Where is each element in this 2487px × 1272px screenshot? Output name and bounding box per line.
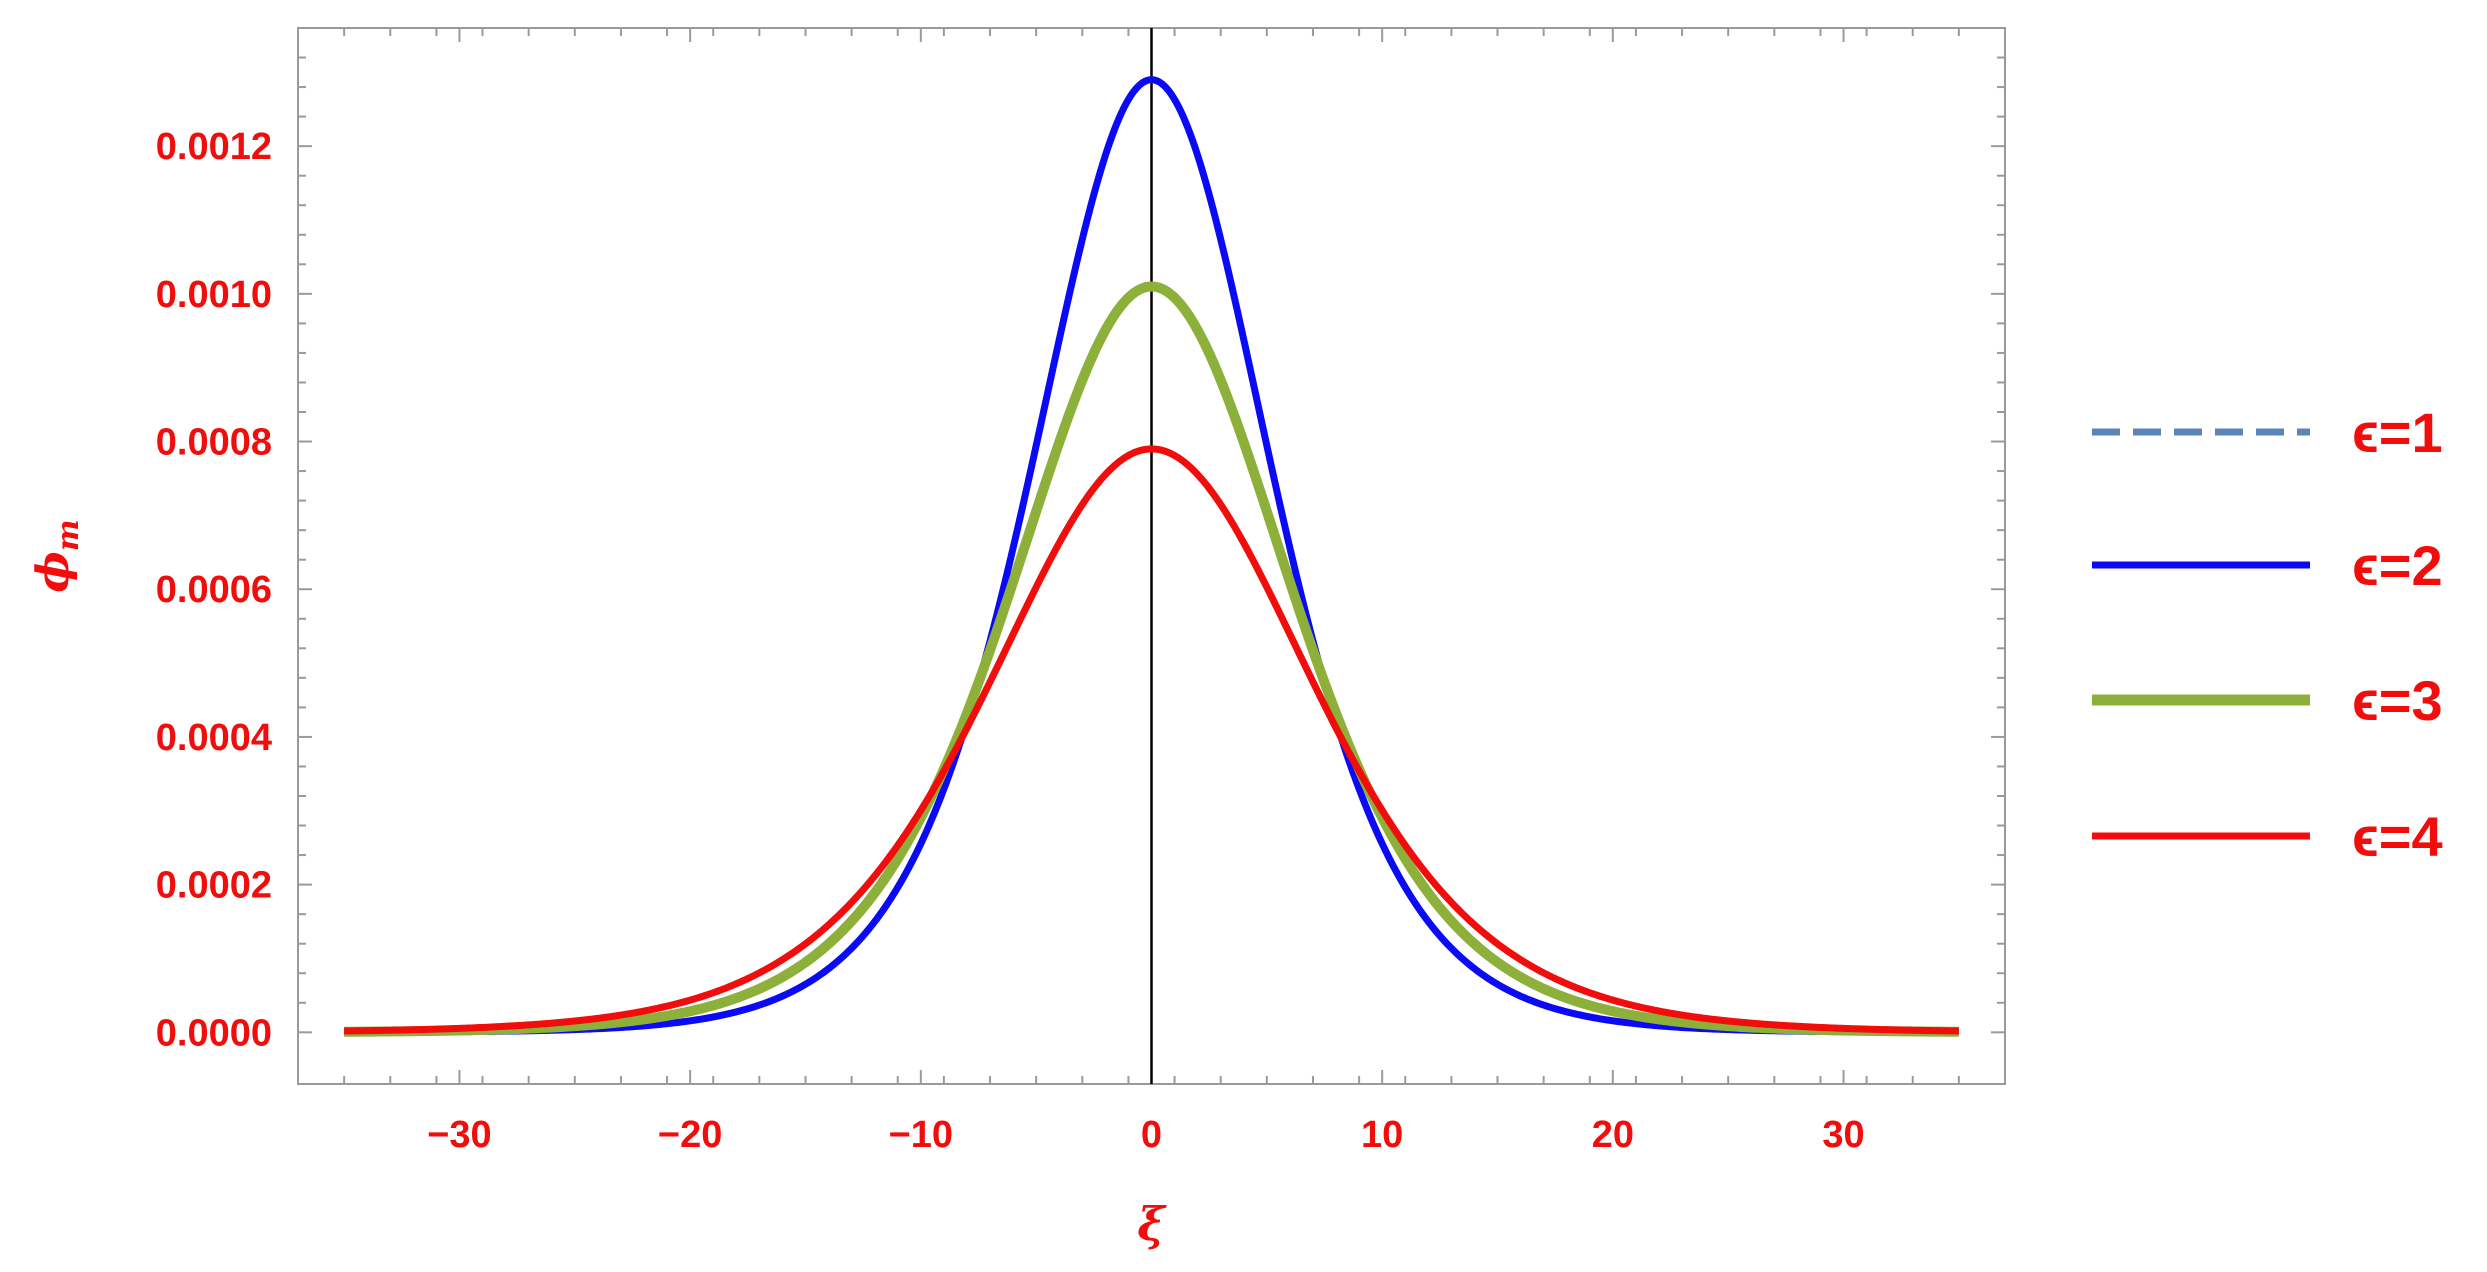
x-tick-label: −30 (427, 1114, 491, 1156)
curves (341, 76, 1962, 1037)
y-tick-label: 0.0008 (156, 422, 272, 464)
y-tick-label: 0.0006 (156, 569, 272, 611)
svg-text:ϕm: ϕm (28, 519, 86, 592)
y-tick-label: 0.0004 (156, 717, 272, 759)
legend-label: ϵ=4 (2352, 805, 2443, 868)
x-tick-label: 10 (1361, 1114, 1403, 1156)
y-tick-label: 0.0000 (156, 1012, 272, 1054)
x-tick-label: −10 (889, 1114, 953, 1156)
x-tick-label: 20 (1592, 1114, 1634, 1156)
y-tick-label: 0.0002 (156, 865, 272, 907)
legend-label: ϵ=2 (2352, 534, 2443, 597)
y-axis-title: ϕm (28, 519, 86, 592)
series-line-ϵ-4 (342, 445, 1961, 1035)
x-tick-label: 30 (1822, 1114, 1864, 1156)
y-tick-labels: 0.0000 0.0002 0.0004 0.0006 0.0008 0.0010 0.00… (156, 126, 272, 1054)
legend-label: ϵ=1 (2352, 401, 2443, 464)
x-axis-title: ξ (1137, 1197, 1167, 1251)
legend-label: ϵ=3 (2352, 669, 2443, 732)
y-axis-title-sub: m (51, 519, 86, 551)
series-line-ϵ-3 (341, 281, 1962, 1037)
x-tick-labels: −30 −20 −10 0 10 20 30 (427, 1114, 1864, 1156)
x-tick-label: −20 (658, 1114, 722, 1156)
ticks (298, 27, 2005, 1084)
y-tick-label: 0.0012 (156, 126, 272, 168)
legend: ϵ=1 ϵ=2 ϵ=3 ϵ=4 (2092, 401, 2443, 868)
y-axis-title-main: ϕ (28, 551, 79, 592)
x-tick-label: 0 (1141, 1114, 1162, 1156)
y-tick-label: 0.0010 (156, 274, 272, 316)
